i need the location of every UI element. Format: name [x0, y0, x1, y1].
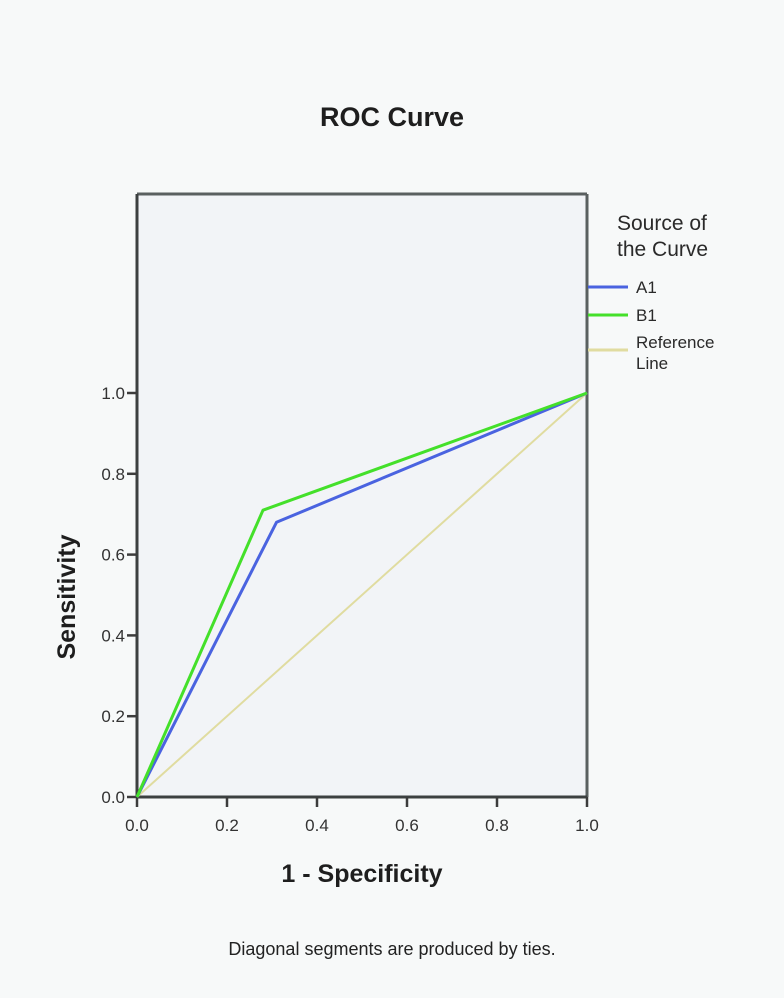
legend-label: Reference — [636, 333, 714, 352]
y-tick-label: 0.6 — [101, 546, 125, 565]
footnote: Diagonal segments are produced by ties. — [228, 939, 555, 959]
legend-item: B1 — [588, 306, 657, 325]
series-line-a1 — [135, 391, 588, 798]
x-tick-label: 1.0 — [575, 816, 599, 835]
legend-title: Source of the Curve — [617, 212, 713, 261]
series-lines — [135, 391, 588, 798]
legend-title-line: Source of — [617, 212, 707, 235]
y-tick-label: 0.2 — [101, 707, 125, 726]
y-tick-label: 0.0 — [101, 788, 125, 807]
y-tick-label: 0.8 — [101, 465, 125, 484]
x-tick-label: 0.4 — [305, 816, 329, 835]
chart-title: ROC Curve — [320, 102, 464, 132]
series-line-b1 — [135, 391, 588, 798]
x-axis-ticks: 0.0 0.2 0.4 0.6 0.8 1.0 — [125, 797, 599, 835]
y-axis-label: Sensitivity — [53, 534, 81, 659]
legend-title-line: the Curve — [617, 238, 708, 261]
legend-label: Line — [636, 354, 668, 373]
y-tick-label: 0.4 — [101, 626, 125, 645]
plot-area — [137, 194, 587, 797]
legend-label: A1 — [636, 278, 657, 297]
legend-item: A1 — [588, 278, 657, 297]
x-axis-label: 1 - Specificity — [281, 860, 442, 888]
x-tick-label: 0.6 — [395, 816, 419, 835]
x-tick-label: 0.0 — [125, 816, 149, 835]
series-line-reference-line — [136, 392, 588, 798]
y-axis-ticks: 0.0 0.2 0.4 0.6 0.8 1.0 — [101, 384, 137, 807]
x-tick-label: 0.8 — [485, 816, 509, 835]
y-tick-label: 1.0 — [101, 384, 125, 403]
x-tick-label: 0.2 — [215, 816, 239, 835]
legend-label: B1 — [636, 306, 657, 325]
legend: Source of the Curve A1 B1 Reference Line — [588, 212, 714, 373]
legend-item: Reference Line — [588, 333, 714, 373]
